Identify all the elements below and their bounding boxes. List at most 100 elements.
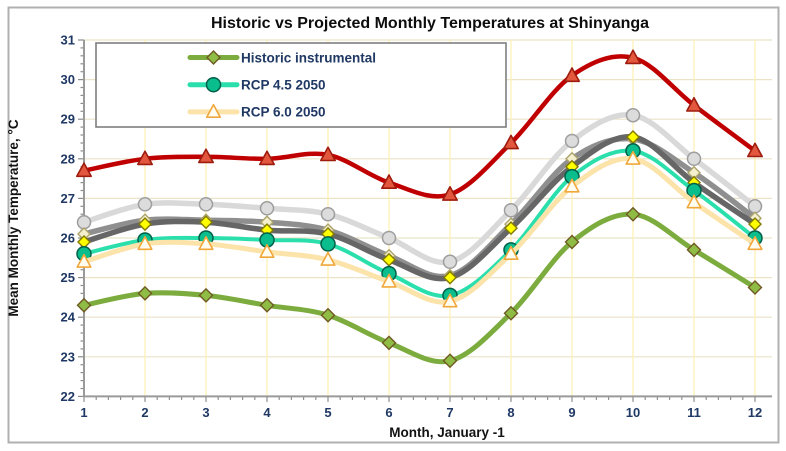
x-axis-title: Month, January -1 <box>389 425 505 440</box>
legend-label: RCP 6.0 2050 <box>241 105 326 120</box>
series-silver-marker <box>259 201 275 216</box>
series-yellow-marker <box>748 217 762 232</box>
y-tick-label: 31 <box>61 33 75 48</box>
series-historic-marker <box>625 206 641 222</box>
legend-marker-triangle-icon <box>205 103 222 118</box>
series-silver-marker <box>564 133 580 149</box>
series-historic-marker <box>320 307 336 323</box>
series-historic-marker <box>442 353 458 369</box>
series-rcp60-marker <box>564 178 580 193</box>
y-axis-title: Mean Monthly Temperature, °C <box>6 119 21 316</box>
series-yellow-marker <box>199 215 213 230</box>
series-historic-marker <box>747 280 763 295</box>
series-historic-marker <box>503 305 519 321</box>
series-red-marker <box>137 150 153 166</box>
series-red-marker <box>442 186 458 201</box>
series-silver <box>76 107 763 270</box>
series-yellow-marker <box>443 270 457 285</box>
series-silver-marker <box>381 230 397 246</box>
series-red-marker <box>259 150 275 166</box>
x-tick-label: 12 <box>748 405 762 420</box>
series-historic <box>76 206 763 369</box>
x-tick-label: 5 <box>324 405 331 420</box>
series-yellow-marker <box>504 221 518 236</box>
data-series <box>76 49 763 369</box>
series-yellow-marker <box>138 217 152 232</box>
x-tick-label: 11 <box>687 405 701 420</box>
series-red-marker <box>747 142 763 158</box>
series-rcp60-marker <box>198 235 214 251</box>
series-rcp60-marker <box>747 235 763 251</box>
series-historic-marker <box>76 297 92 313</box>
series-yellow-marker <box>382 252 396 267</box>
series-red-marker <box>381 174 397 189</box>
series-rcp60-marker <box>442 293 458 308</box>
legend-entry-rcp45: RCP 4.5 2050 <box>187 76 326 93</box>
series-yellow <box>77 130 762 285</box>
series-rcp60-marker <box>381 273 397 288</box>
y-tick-label: 30 <box>61 72 75 87</box>
series-rcp60-marker <box>76 253 92 268</box>
series-silver-marker <box>686 151 702 167</box>
series-silver-marker <box>625 107 641 123</box>
series-silver-marker <box>320 206 336 222</box>
legend-box <box>95 42 507 128</box>
series-red-marker <box>503 134 519 150</box>
y-tick-label: 25 <box>61 270 75 285</box>
series-historic-marker <box>381 335 397 351</box>
series-red-marker <box>686 96 702 112</box>
x-tick-label: 4 <box>263 405 271 420</box>
series-red <box>76 49 763 201</box>
x-tick-label: 7 <box>446 405 453 420</box>
series-silver-marker <box>137 197 153 212</box>
legend: Historic instrumental RCP 4.5 2050 RCP 6.0… <box>95 42 507 128</box>
y-tick-label: 29 <box>61 112 75 127</box>
legend-marker-circle-icon <box>205 76 222 93</box>
y-tick-label: 27 <box>61 191 75 206</box>
series-historic-marker <box>564 234 580 250</box>
x-tick-label: 9 <box>568 405 575 420</box>
legend-label: RCP 4.5 2050 <box>241 78 326 93</box>
series-historic-marker <box>259 297 275 313</box>
x-tick-label: 10 <box>626 405 640 420</box>
series-rcp60 <box>76 150 763 308</box>
series-red-marker <box>320 146 336 162</box>
x-tick-label: 2 <box>141 405 148 420</box>
series-red-marker <box>625 49 641 65</box>
x-tick-label: 6 <box>385 405 392 420</box>
x-tick-label: 3 <box>202 405 209 420</box>
series-red-marker <box>198 148 214 164</box>
series-historic-marker <box>198 287 214 303</box>
y-tick-label: 22 <box>61 389 75 404</box>
series-rcp45-marker <box>320 236 336 252</box>
series-silver-marker <box>503 203 519 218</box>
legend-label: Historic instrumental <box>241 50 376 65</box>
x-tick-label: 8 <box>507 405 514 420</box>
legend-entry-historic: Historic instrumental <box>187 50 376 65</box>
series-silver-marker <box>198 197 214 212</box>
chart-title: Historic vs Projected Monthly Temperatur… <box>211 15 649 32</box>
y-tick-label: 28 <box>61 151 75 166</box>
series-silver-marker <box>76 214 92 230</box>
series-rcp60-marker <box>259 243 275 258</box>
x-tick-label: 1 <box>80 405 87 420</box>
series-red-marker <box>564 67 580 83</box>
legend-marker-diamond-icon <box>206 50 221 65</box>
series-historic-marker <box>686 242 702 258</box>
series-red-marker <box>76 162 92 178</box>
y-tick-label: 26 <box>61 231 75 246</box>
series-rcp60-marker <box>625 150 641 165</box>
y-tick-label: 24 <box>61 310 76 325</box>
y-tick-label: 23 <box>61 349 75 364</box>
series-silver-marker <box>747 199 763 214</box>
series-rcp60-marker <box>320 251 336 266</box>
series-historic-marker <box>137 285 153 301</box>
series-rcp60-marker <box>686 194 702 209</box>
series-yellow-marker <box>626 130 640 144</box>
series-silver-marker <box>442 254 458 270</box>
series-rcp60-marker <box>137 235 153 251</box>
series-rcp60-marker <box>503 245 519 260</box>
